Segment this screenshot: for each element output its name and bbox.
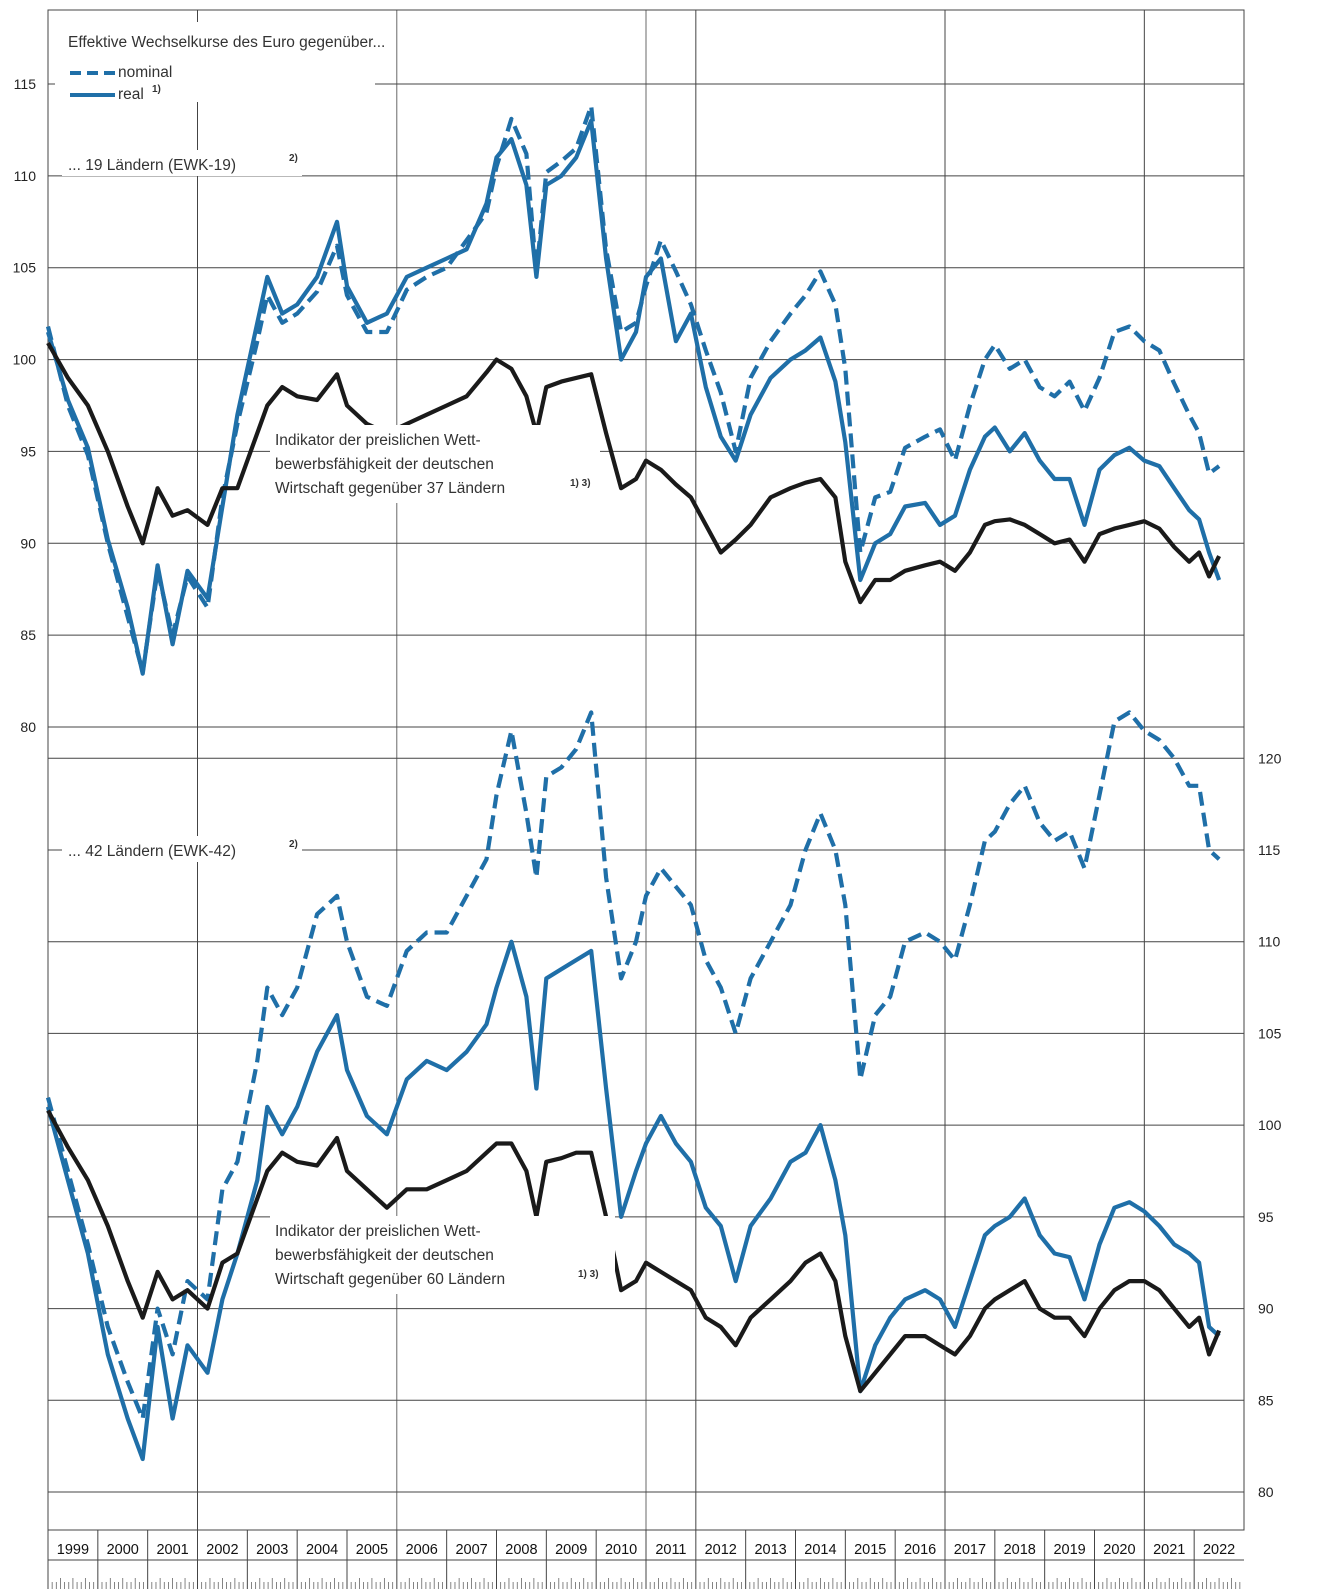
x-tick-label: 1999: [57, 1542, 89, 1558]
series-line-2-nominal: [45, 710, 1221, 1421]
x-tick-label: 2020: [1103, 1542, 1135, 1558]
x-tick-label: 2014: [804, 1542, 836, 1558]
y-tick-label: 110: [1258, 934, 1281, 950]
x-tick-label: 2017: [954, 1542, 986, 1558]
panel1-indicator-note: 1) 3): [570, 478, 591, 489]
legend-title: Effektive Wechselkurse des Euro gegenübe…: [68, 34, 385, 51]
x-tick-label: 2008: [505, 1542, 537, 1558]
y-tick-label: 105: [13, 260, 37, 276]
series-line-2-indikator: [46, 1109, 1222, 1394]
x-tick-label: 2001: [156, 1542, 188, 1558]
panel2-indicator-line3: Wirtschaft gegenüber 60 Ländern: [275, 1271, 505, 1288]
x-tick-label: 2000: [107, 1542, 139, 1558]
panel2-indicator-note: 1) 3): [578, 1269, 599, 1280]
y-tick-label: 115: [14, 76, 37, 92]
legend-real-note: 1): [152, 84, 161, 95]
y-tick-label: 90: [20, 535, 36, 551]
series-line-1-real: [45, 118, 1222, 676]
tick-labels: 80 85 90 95 100 105 110 115 80 85 90 95 100 105 110 115…: [13, 76, 1282, 1500]
x-tick-label: 2021: [1153, 1542, 1185, 1558]
panel1-title: ... 19 Ländern (EWK-19) 2): [62, 150, 302, 176]
x-tick-label: 2011: [655, 1542, 686, 1558]
x-tick-label: 2012: [705, 1542, 737, 1558]
series-line-1-indikator: [46, 341, 1221, 605]
panel2-indicator-line1: Indikator der preislichen Wett-: [275, 1223, 481, 1240]
series-line-2-real: [45, 939, 1221, 1462]
y-tick-label: 110: [14, 168, 37, 184]
panel1-title-text: ... 19 Ländern (EWK-19): [68, 157, 236, 174]
y-tick-label: 95: [20, 443, 36, 459]
x-tick-label: 2004: [306, 1542, 338, 1558]
panel1-indicator-line3: Wirtschaft gegenüber 37 Ländern: [275, 480, 505, 497]
x-tick-label: 2022: [1203, 1542, 1235, 1558]
x-tick-label: 2010: [605, 1542, 637, 1558]
x-axis: 1999 2000 2001 2002 2003 2004 2005 2006 2007 2008…: [47, 1530, 1244, 1589]
y-tick-label: 85: [20, 627, 36, 643]
y-tick-label: 100: [13, 352, 37, 368]
y-tick-label: 85: [1258, 1392, 1274, 1408]
y-tick-label: 115: [1258, 842, 1281, 858]
x-tick-label: 2019: [1053, 1542, 1085, 1558]
y-tick-label: 120: [1258, 750, 1282, 766]
series-line-1-nominal: [45, 103, 1221, 675]
legend-real-label: real: [118, 86, 144, 103]
y-tick-label: 105: [1258, 1025, 1282, 1041]
panel2-indicator-line2: bewerbsfähigkeit der deutschen: [275, 1247, 494, 1264]
x-tick-label: 2018: [1004, 1542, 1036, 1558]
x-tick-label: 2002: [206, 1542, 238, 1558]
x-tick-label: 2007: [455, 1542, 487, 1558]
panel1-title-note: 2): [289, 153, 298, 164]
legend-nominal-label: nominal: [118, 64, 172, 81]
x-tick-label: 2016: [904, 1542, 936, 1558]
x-tick-label: 2006: [406, 1542, 438, 1558]
series-lines: [45, 103, 1222, 1462]
panel1-indicator-line2: bewerbsfähigkeit der deutschen: [275, 456, 494, 473]
y-tick-label: 80: [20, 719, 36, 735]
x-tick-label: 2013: [754, 1542, 786, 1558]
x-tick-label: 2009: [555, 1542, 587, 1558]
panel1-indicator-line1: Indikator der preislichen Wett-: [275, 432, 481, 449]
x-tick-label: 2003: [256, 1542, 288, 1558]
legend: Effektive Wechselkurse des Euro gegenübe…: [55, 22, 385, 103]
panel2-indicator-label: Indikator der preislichen Wett- bewerbsf…: [270, 1216, 615, 1294]
panel1-indicator-label: Indikator der preislichen Wett- bewerbsf…: [270, 425, 600, 503]
panel2-title-text: ... 42 Ländern (EWK-42): [68, 843, 236, 860]
y-tick-label: 95: [1258, 1209, 1274, 1225]
y-tick-label: 90: [1258, 1301, 1274, 1317]
legend-mask: [55, 22, 375, 102]
y-tick-label: 100: [1258, 1117, 1282, 1133]
x-tick-label: 2015: [854, 1542, 886, 1558]
panel2-title-note: 2): [289, 839, 298, 850]
panel2-title: ... 42 Ländern (EWK-42) 2): [62, 836, 302, 862]
y-tick-label: 80: [1258, 1484, 1274, 1500]
x-tick-label: 2005: [356, 1542, 388, 1558]
